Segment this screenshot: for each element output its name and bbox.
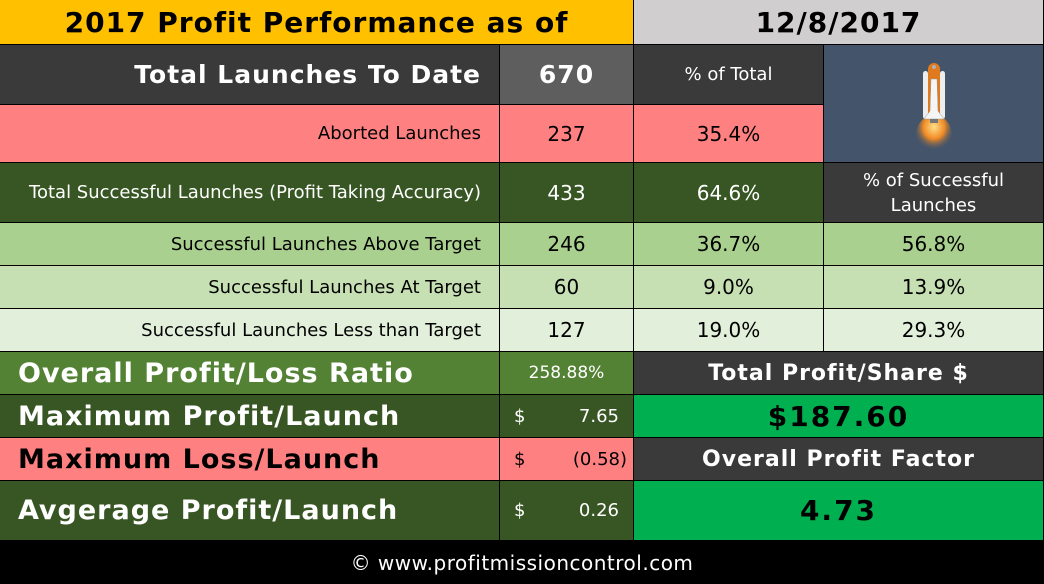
aborted-launches-label: Aborted Launches	[0, 105, 500, 163]
space-shuttle-icon	[915, 62, 952, 155]
max-loss-currency: $	[514, 448, 526, 470]
successful-launches-pct: 64.6%	[634, 163, 824, 223]
aborted-launches-pct: 35.4%	[634, 105, 824, 163]
aborted-launches-value: 237	[500, 105, 634, 163]
successful-launches-value: 433	[500, 163, 634, 223]
shuttle-image	[824, 45, 1044, 163]
breakdown-pct-success: 29.3%	[824, 309, 1044, 352]
avg-profit-value: 0.26	[578, 500, 619, 521]
avg-profit-label: Avgerage Profit/Launch	[0, 481, 500, 541]
max-loss-value: (0.58)	[572, 448, 627, 470]
total-launches-label: Total Launches To Date	[0, 45, 500, 105]
total-profit-label: Total Profit/Share $	[634, 352, 1044, 395]
profit-factor-label: Overall Profit Factor	[634, 438, 1044, 481]
breakdown-count: 127	[500, 309, 634, 352]
footer-copyright: © www.profitmissioncontrol.com	[350, 550, 694, 575]
breakdown-label: Successful Launches Above Target	[0, 223, 500, 266]
successful-launches-label: Total Successful Launches (Profit Taking…	[0, 163, 500, 223]
breakdown-pct-total: 36.7%	[634, 223, 824, 266]
breakdown-label: Successful Launches At Target	[0, 266, 500, 309]
pl-ratio-label: Overall Profit/Loss Ratio	[0, 352, 500, 395]
max-profit-label: Maximum Profit/Launch	[0, 395, 500, 438]
max-loss-cell: $ (0.58)	[500, 438, 634, 481]
max-loss-label: Maximum Loss/Launch	[0, 438, 500, 481]
max-profit-value: 7.65	[578, 405, 619, 427]
breakdown-pct-success: 13.9%	[824, 266, 1044, 309]
breakdown-label: Successful Launches Less than Target	[0, 309, 500, 352]
breakdown-pct-success: 56.8%	[824, 223, 1044, 266]
pct-total-header: % of Total	[634, 45, 824, 105]
pl-ratio-value: 258.88%	[500, 352, 634, 395]
max-profit-cell: $ 7.65	[500, 395, 634, 438]
avg-profit-cell: $ 0.26	[500, 481, 634, 541]
breakdown-pct-total: 9.0%	[634, 266, 824, 309]
breakdown-pct-total: 19.0%	[634, 309, 824, 352]
pct-successful-header: % of Successful Launches	[824, 163, 1044, 223]
avg-profit-currency: $	[514, 500, 526, 521]
report-title: 2017 Profit Performance as of	[0, 0, 634, 45]
total-profit-value: $187.60	[634, 395, 1044, 438]
total-launches-value: 670	[500, 45, 634, 105]
max-profit-currency: $	[514, 405, 526, 427]
profit-factor-value: 4.73	[634, 481, 1044, 541]
breakdown-count: 246	[500, 223, 634, 266]
report-date: 12/8/2017	[634, 0, 1044, 45]
breakdown-count: 60	[500, 266, 634, 309]
